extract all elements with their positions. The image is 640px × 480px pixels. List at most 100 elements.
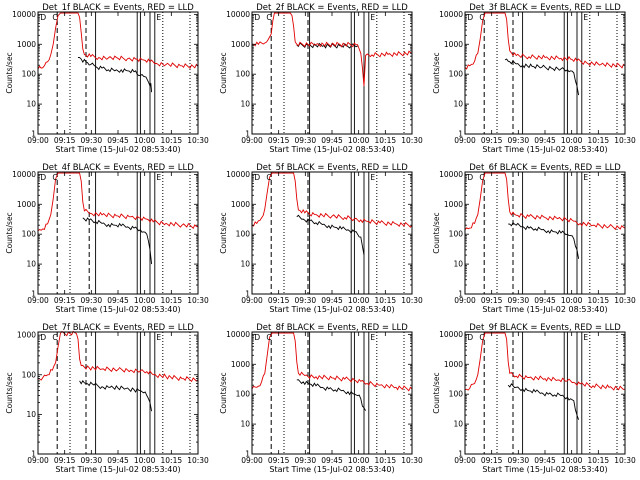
x-tick-label: 09:30	[508, 456, 530, 465]
x-tick-label: 10:30	[187, 136, 209, 145]
panel-title: Det_5f BLACK = Events, RED = LLD	[256, 163, 408, 173]
plot-frame	[37, 331, 199, 455]
y-tick-label: 1000	[17, 331, 36, 340]
events-series-line	[296, 379, 366, 411]
x-tick-label: 09:15	[54, 296, 76, 305]
x-tick-label: 10:15	[375, 136, 397, 145]
y-tick-label: 100	[449, 390, 464, 399]
x-tick-label: 10:00	[134, 296, 156, 305]
events-series-line	[507, 383, 580, 420]
y-tick-label: 1000	[444, 40, 463, 49]
y-axis-label: Counts/sec	[432, 52, 441, 93]
x-tick-label: 09:15	[54, 136, 76, 145]
x-tick-label: 10:30	[401, 136, 423, 145]
y-tick-label: 10	[26, 410, 36, 419]
panel-1: 1 10 100 1000 10000 09:00 09:15 09:30 09:45 10:00…	[5, 3, 209, 154]
interval-annotation: C	[266, 333, 271, 342]
y-tick-label: 1	[458, 290, 463, 299]
x-tick-label: 09:00	[27, 456, 49, 465]
events-series-line	[79, 379, 153, 412]
x-tick-label: 09:15	[481, 136, 503, 145]
x-tick-label: 10:15	[588, 296, 610, 305]
y-tick-label: 100	[236, 390, 251, 399]
y-tick-label: 10000	[226, 330, 250, 339]
x-axis-label: Start Time (15-Jul-02 08:53:40)	[55, 465, 180, 474]
x-tick-label: 09:30	[295, 456, 317, 465]
plot-frame	[464, 11, 626, 135]
x-tick-label: 09:45	[107, 456, 129, 465]
y-tick-label: 10000	[12, 10, 36, 19]
y-tick-label: 100	[22, 70, 37, 79]
lld-series-line	[37, 330, 199, 383]
panel-4: 1 10 100 1000 10000 09:00 09:15 09:30 09:45 10:00…	[5, 163, 209, 314]
panel-title: Det_6f BLACK = Events, RED = LLD	[469, 163, 621, 173]
panel-title: Det_7f BLACK = Events, RED = LLD	[42, 323, 194, 333]
x-tick-label: 09:15	[481, 456, 503, 465]
interval-annotation: D	[467, 13, 473, 22]
y-tick-label: 1	[31, 450, 36, 459]
x-tick-label: 10:15	[375, 456, 397, 465]
interval-annotation: E	[370, 173, 375, 182]
y-tick-label: 1	[458, 130, 463, 139]
events-series-line	[504, 58, 580, 96]
plot-frame	[37, 11, 199, 135]
events-series-line	[296, 42, 358, 49]
interval-annotation: D	[254, 13, 260, 22]
x-tick-label: 10:15	[588, 136, 610, 145]
plot-frame	[251, 331, 413, 455]
y-tick-label: 1	[31, 130, 36, 139]
y-tick-label: 1000	[444, 360, 463, 369]
panel-2: 1 10 100 1000 10000 09:00 09:15 09:30 09:45 10:00…	[219, 3, 423, 154]
interval-annotation: E	[156, 333, 161, 342]
x-tick-label: 09:30	[295, 136, 317, 145]
y-tick-label: 10	[26, 100, 36, 109]
y-tick-label: 100	[449, 230, 464, 239]
interval-annotation: D	[40, 173, 46, 182]
panel-title: Det_9f BLACK = Events, RED = LLD	[469, 323, 621, 333]
lld-series-line	[464, 332, 626, 391]
y-tick-label: 1000	[17, 200, 36, 209]
plot-frame	[251, 11, 413, 135]
panel-9: 1 10 100 1000 10000 09:00 09:15 09:30 09:45 10:00…	[432, 323, 636, 474]
x-tick-label: 09:00	[27, 136, 49, 145]
y-tick-label: 10	[240, 260, 250, 269]
x-tick-label: 10:30	[401, 456, 423, 465]
x-tick-label: 09:15	[268, 296, 290, 305]
panel-7: 1 10 100 1000 09:00 09:15 09:30 09:45 10:00 10:15…	[5, 323, 209, 474]
lld-series-line	[37, 12, 199, 70]
x-tick-label: 09:00	[241, 456, 263, 465]
x-tick-label: 09:00	[27, 296, 49, 305]
interval-annotation: E	[583, 333, 588, 342]
x-tick-label: 09:00	[241, 136, 263, 145]
x-tick-label: 09:30	[508, 296, 530, 305]
x-axis-label: Start Time (15-Jul-02 08:53:40)	[269, 305, 394, 314]
y-tick-label: 100	[449, 70, 464, 79]
x-tick-label: 10:30	[614, 136, 636, 145]
interval-annotation: D	[40, 13, 46, 22]
y-axis-label: Counts/sec	[5, 372, 14, 413]
panel-title: Det_3f BLACK = Events, RED = LLD	[469, 3, 621, 13]
y-tick-label: 10	[240, 420, 250, 429]
x-tick-label: 09:30	[81, 296, 103, 305]
panel-title: Det_1f BLACK = Events, RED = LLD	[42, 3, 194, 13]
x-tick-label: 09:00	[454, 296, 476, 305]
panel-6: 1 10 100 1000 10000 09:00 09:15 09:30 09:45 10:00…	[432, 163, 636, 314]
interval-annotation: E	[156, 13, 161, 22]
events-series-line	[296, 214, 365, 256]
y-tick-label: 1000	[444, 200, 463, 209]
interval-annotation: D	[254, 333, 260, 342]
interval-annotation: C	[52, 13, 57, 22]
panel-title: Det_4f BLACK = Events, RED = LLD	[42, 163, 194, 173]
x-tick-label: 09:45	[534, 456, 556, 465]
y-tick-label: 10	[453, 420, 463, 429]
y-tick-label: 100	[236, 230, 251, 239]
x-tick-label: 09:00	[454, 136, 476, 145]
x-axis-label: Start Time (15-Jul-02 08:53:40)	[269, 465, 394, 474]
lld-series-line	[37, 172, 199, 232]
x-tick-label: 09:00	[241, 296, 263, 305]
x-tick-label: 10:15	[161, 136, 183, 145]
lld-series-line	[464, 172, 626, 231]
events-series-line	[77, 57, 153, 93]
x-tick-label: 09:15	[268, 456, 290, 465]
